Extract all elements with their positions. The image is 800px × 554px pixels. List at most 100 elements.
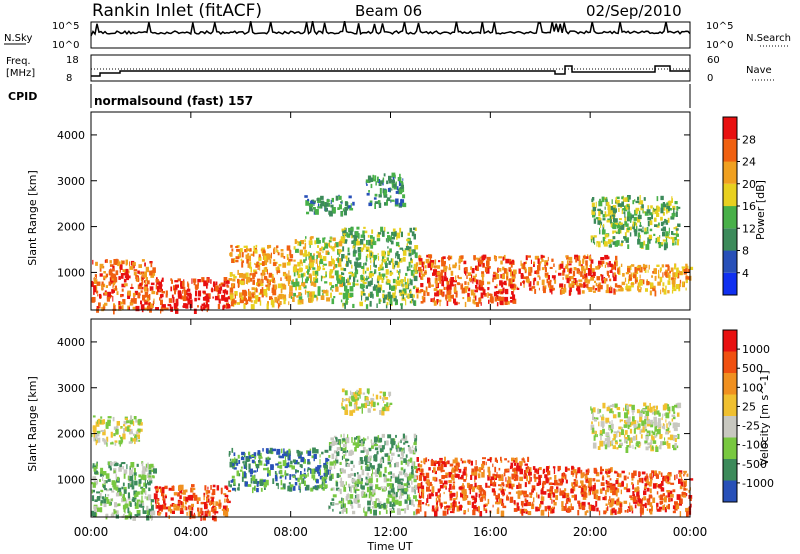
- heatmap-cell: [370, 242, 374, 249]
- heatmap-cell: [372, 489, 376, 495]
- heatmap-cell: [383, 400, 385, 403]
- heatmap-cell: [327, 290, 329, 294]
- heatmap-cell: [361, 403, 365, 408]
- heatmap-cell: [438, 479, 442, 482]
- heatmap-cell: [141, 470, 146, 475]
- heatmap-cell: [534, 289, 537, 294]
- heatmap-cell: [391, 188, 393, 191]
- heatmap-cell: [379, 395, 382, 400]
- heatmap-cell: [359, 249, 361, 253]
- heatmap-cell: [397, 478, 401, 485]
- power-heatmap-cells: [91, 172, 694, 315]
- heatmap-cell: [622, 198, 625, 202]
- heatmap-cell: [382, 256, 385, 260]
- heatmap-cell: [312, 267, 316, 270]
- heatmap-cell: [597, 218, 602, 225]
- heatmap-cell: [170, 278, 173, 281]
- heatmap-cell: [647, 406, 649, 413]
- heatmap-cell: [562, 472, 565, 478]
- heatmap-cell: [346, 460, 348, 465]
- heatmap-cell: [582, 275, 584, 280]
- heatmap-cell: [297, 477, 300, 483]
- heatmap-cell: [382, 293, 385, 299]
- heatmap-cell: [203, 495, 205, 501]
- heatmap-cell: [606, 214, 610, 217]
- heatmap-cell: [227, 490, 232, 493]
- heatmap-cell: [552, 492, 556, 498]
- heatmap-cell: [630, 216, 633, 220]
- heatmap-cell: [371, 251, 374, 255]
- heatmap-cell: [362, 289, 365, 293]
- heatmap-cell: [653, 233, 656, 236]
- heatmap-cell: [337, 207, 340, 210]
- heatmap-cell: [445, 472, 449, 476]
- heatmap-cell: [549, 285, 554, 291]
- heatmap-cell: [394, 499, 399, 505]
- noise-panel-frame: [90, 21, 691, 49]
- heatmap-cell: [671, 213, 674, 217]
- heatmap-cell: [463, 466, 467, 471]
- heatmap-cell: [400, 303, 403, 310]
- heatmap-cell: [129, 261, 131, 267]
- heatmap-cell: [127, 290, 131, 297]
- heatmap-cell: [645, 405, 649, 410]
- heatmap-cell: [488, 293, 492, 296]
- heatmap-cell: [384, 453, 388, 457]
- heatmap-cell: [99, 293, 102, 299]
- heatmap-cell: [241, 451, 245, 456]
- heatmap-cell: [130, 298, 134, 303]
- heatmap-cell: [509, 496, 514, 503]
- heatmap-cell: [269, 296, 273, 300]
- heatmap-cell: [103, 498, 107, 504]
- heatmap-cell: [341, 497, 343, 501]
- heatmap-cell: [611, 485, 615, 491]
- heatmap-cell: [638, 237, 640, 241]
- heatmap-cell: [547, 505, 551, 510]
- heatmap-cell: [662, 211, 665, 216]
- heatmap-cell: [595, 288, 597, 291]
- heatmap-cell: [311, 455, 315, 459]
- heatmap-cell: [435, 504, 438, 509]
- heatmap-cell: [282, 284, 287, 290]
- heatmap-cell: [375, 437, 379, 441]
- heatmap-cell: [305, 200, 310, 206]
- heatmap-cell: [609, 263, 613, 268]
- heatmap-cell: [226, 508, 229, 512]
- heatmap-cell: [528, 471, 532, 476]
- heatmap-cell: [480, 280, 485, 286]
- heatmap-cell: [188, 506, 192, 510]
- heatmap-cell: [648, 445, 651, 449]
- heatmap-cell: [370, 252, 373, 257]
- heatmap-cell: [614, 222, 619, 226]
- heatmap-cell: [649, 212, 653, 216]
- heatmap-cell: [328, 242, 331, 248]
- heatmap-cell: [502, 256, 505, 261]
- heatmap-cell: [276, 272, 278, 275]
- heatmap-cell: [481, 463, 485, 469]
- heatmap-cell: [369, 463, 372, 468]
- nave-right-label: Nave: [746, 65, 772, 76]
- heatmap-cell: [277, 304, 280, 309]
- heatmap-cell: [423, 290, 425, 294]
- heatmap-cell: [140, 304, 145, 310]
- heatmap-cell: [155, 497, 157, 504]
- heatmap-cell: [446, 280, 450, 286]
- heatmap-cell: [369, 486, 373, 491]
- heatmap-cell: [309, 257, 313, 264]
- heatmap-cell: [373, 408, 376, 411]
- heatmap-cell: [552, 466, 556, 469]
- heatmap-cell: [673, 207, 675, 214]
- heatmap-cell: [366, 267, 369, 271]
- heatmap-cell: [281, 283, 286, 287]
- heatmap-cell: [301, 299, 304, 305]
- heatmap-cell: [605, 471, 607, 474]
- heatmap-cell: [536, 482, 540, 486]
- heatmap-cell: [633, 428, 636, 434]
- heatmap-cell: [301, 478, 305, 484]
- heatmap-cell: [475, 257, 479, 260]
- heatmap-cell: [366, 388, 370, 394]
- heatmap-cell: [340, 434, 342, 438]
- heatmap-cell: [460, 458, 463, 462]
- heatmap-cell: [596, 507, 599, 512]
